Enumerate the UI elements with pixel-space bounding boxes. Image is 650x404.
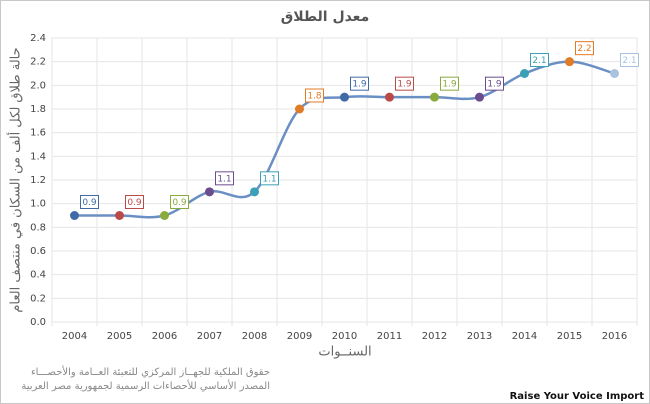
label-box — [260, 171, 279, 186]
label-box — [125, 195, 144, 209]
label-box — [215, 171, 234, 186]
x-tick-label: 2004 — [62, 331, 87, 342]
y-tick-label: 0.8 — [30, 222, 46, 233]
label-box — [575, 41, 594, 56]
y-tick-label: 0.2 — [30, 293, 46, 304]
point — [385, 92, 394, 102]
point — [430, 92, 439, 102]
label-box — [395, 76, 414, 91]
data-label: 1.1 — [217, 174, 231, 184]
point — [250, 187, 259, 197]
y-axis-label: حالة طلاق لكل ألف من السكان في منتصف الع… — [7, 47, 24, 312]
point — [160, 211, 169, 220]
y-tick-label: 1.8 — [30, 104, 46, 115]
point — [205, 187, 214, 197]
watermark: Raise Your Voice Import — [510, 391, 645, 402]
y-tick-label: 1.4 — [30, 151, 46, 162]
x-tick-label: 2014 — [512, 331, 537, 342]
data-label: 0.9 — [127, 198, 142, 208]
x-axis-label: السنــوات — [318, 345, 371, 360]
data-label: 1.1 — [262, 174, 276, 184]
y-tick-label: 0.0 — [30, 317, 46, 328]
x-tick-label: 2016 — [602, 331, 627, 342]
note: حقوق الملكية للجهــاز المركزي للتعبئة ال… — [31, 365, 270, 378]
x-tick-label: 2012 — [422, 331, 447, 342]
label-box — [80, 195, 99, 209]
x-tick-label: 2007 — [197, 331, 222, 342]
x-tick-label: 2011 — [377, 331, 402, 342]
data-label: 1.9 — [352, 80, 367, 90]
x-tick-label: 2013 — [467, 331, 492, 342]
x-tick-label: 2005 — [107, 331, 132, 342]
data-label: 1.9 — [487, 80, 502, 90]
label-box — [530, 53, 549, 67]
data-label: 0.9 — [172, 198, 187, 208]
label-box — [485, 76, 504, 91]
point — [295, 104, 304, 114]
label-box — [305, 88, 324, 103]
point — [610, 69, 619, 78]
y-tick-label: 2.2 — [30, 57, 46, 68]
data-label: 2.1 — [532, 56, 546, 66]
data-label: 2.2 — [577, 44, 591, 54]
y-tick-label: 0.4 — [30, 270, 46, 281]
point — [340, 92, 349, 102]
y-tick-label: 0.6 — [30, 246, 46, 257]
y-tick-label: 2.4 — [30, 33, 46, 44]
y-tick-label: 1.0 — [30, 199, 46, 210]
label-box — [170, 195, 189, 209]
x-tick-label: 2010 — [332, 331, 357, 342]
label-box — [620, 53, 639, 67]
y-tick-label: 1.2 — [30, 175, 46, 186]
data-label: 1.9 — [397, 80, 412, 90]
y-tick-label: 2.0 — [30, 80, 46, 91]
label-box — [350, 76, 369, 91]
point — [565, 57, 574, 67]
x-tick-label: 2008 — [242, 331, 267, 342]
data-label: 1.9 — [442, 80, 457, 90]
x-tick-label: 2015 — [557, 331, 582, 342]
chart-title: معدل الطلاق — [281, 9, 370, 25]
point — [70, 211, 79, 220]
label-box — [440, 76, 459, 91]
y-tick-label: 1.6 — [30, 128, 46, 139]
point — [475, 92, 484, 102]
data-label: 2.1 — [622, 56, 636, 66]
point — [520, 69, 529, 78]
x-tick-label: 2009 — [287, 331, 312, 342]
note: المصدر الأساسي للأحصاءات الرسمية لجمهوري… — [21, 379, 270, 392]
data-label: 1.8 — [307, 92, 322, 102]
data-label: 0.9 — [82, 198, 97, 208]
point — [115, 211, 124, 220]
x-tick-label: 2006 — [152, 331, 177, 342]
